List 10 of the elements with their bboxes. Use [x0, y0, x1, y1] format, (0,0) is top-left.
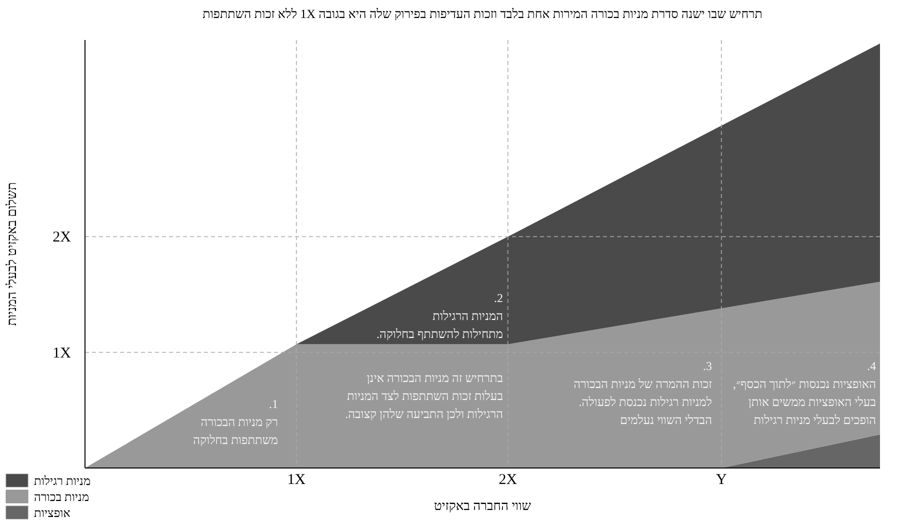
x-tick-label: Y	[716, 472, 727, 488]
y-axis-title: תשלום באקזיט לבעלי המניות	[4, 182, 19, 326]
legend-label: מניות רגילות	[34, 474, 91, 488]
annotation: בתרחיש זה מניות הבכורה אינן בעלות זכות השתתפות לצד המניות הרגילות ולכן התביעה שלהן קצובה.	[345, 371, 504, 421]
x-tick-label: 1X	[287, 472, 306, 488]
x-tick-label: 2X	[498, 472, 518, 488]
chart-title: תרחיש שבו ישנה סדרת מניות בכורה המירות אחת בלבד וזכות העדיפות בפירוק שלה היא בגובה 1X ללא זכות השתתפות	[202, 7, 762, 21]
legend-label: מניות בכורה	[34, 490, 90, 504]
x-axis-title: שווי החברה באקזיט	[434, 498, 532, 513]
legend-label: אופציות	[34, 506, 70, 520]
